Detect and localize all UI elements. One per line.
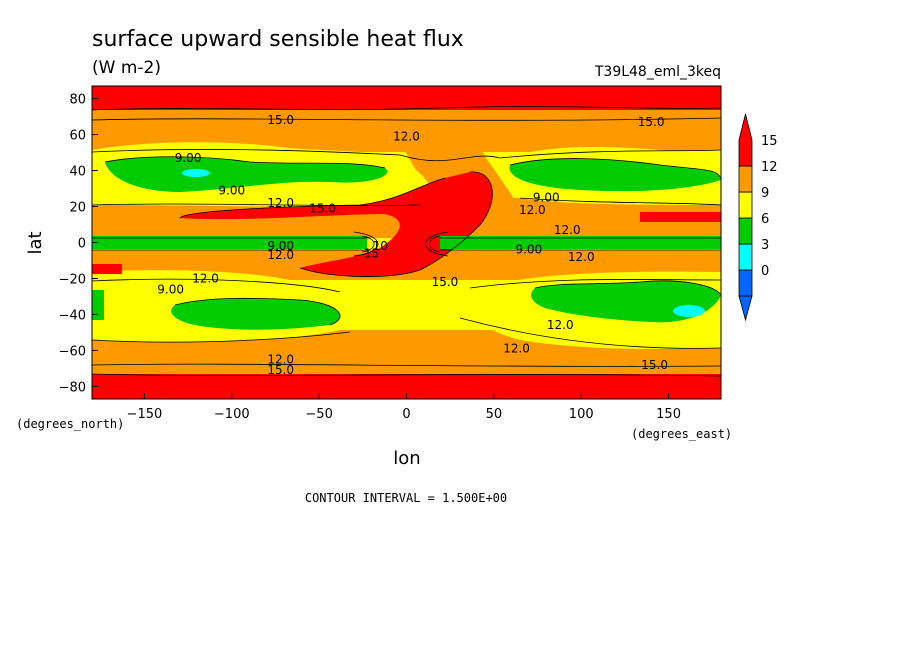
contour-interval-note: CONTOUR INTERVAL = 1.500E+00 xyxy=(305,491,507,505)
y-tick-label: −40 xyxy=(59,308,86,323)
contour-lines xyxy=(92,106,721,377)
contour-label: 9.00 xyxy=(157,282,184,296)
y-axis-units: (degrees_north) xyxy=(16,417,124,431)
contour-label: 15.0 xyxy=(309,201,336,215)
chart-title: surface upward sensible heat flux xyxy=(92,27,464,52)
y-tick-label: 20 xyxy=(69,201,86,216)
chart-units: (W m-2) xyxy=(92,58,161,78)
contour-label: 12.0 xyxy=(192,271,219,285)
y-tick-label: 80 xyxy=(69,93,86,108)
colorbar-tick-label: 3 xyxy=(761,238,769,253)
y-tick-label: 40 xyxy=(69,165,86,180)
green-patches xyxy=(92,156,721,330)
x-tick-label: 150 xyxy=(656,407,681,422)
x-axis-units: (degrees_east) xyxy=(631,427,732,441)
contour-label: 9.00 xyxy=(175,151,202,165)
contour-label: 15 xyxy=(364,246,379,260)
x-axis-title: lon xyxy=(393,448,420,469)
y-axis-title: lat xyxy=(25,231,46,254)
contour-label: 12.0 xyxy=(267,352,294,366)
colorbar-segment xyxy=(738,165,753,193)
contour-label: 12.0 xyxy=(547,318,574,332)
contour-label: 9.00 xyxy=(515,243,542,257)
colorbar-tick-label: 9 xyxy=(761,186,769,201)
contour-label: 15.0 xyxy=(641,358,668,372)
y-tick-label: −20 xyxy=(59,272,86,287)
colorbar: 15 12 9 6 3 0 xyxy=(738,113,778,322)
y-tick-label: 60 xyxy=(69,129,86,144)
colorbar-tick-label: 0 xyxy=(761,264,769,279)
colorbar-lower-arrow xyxy=(738,295,753,322)
x-tick-label: 100 xyxy=(569,407,594,422)
colorbar-segment xyxy=(738,217,753,245)
run-label: T39L48_eml_3keq xyxy=(594,64,721,80)
contour-label: 15.0 xyxy=(638,115,665,129)
colorbar-tick-label: 6 xyxy=(761,212,769,227)
colorbar-tick-label: 15 xyxy=(761,134,778,149)
contour-label: 9.00 xyxy=(533,191,560,205)
x-tick-label: 0 xyxy=(402,407,410,422)
contour-label: 12.0 xyxy=(519,203,546,217)
cyan-patches xyxy=(182,169,705,317)
contour-label: 12.0 xyxy=(393,129,420,143)
contour-label: 12.0 xyxy=(568,250,595,264)
contour-label: 15.0 xyxy=(267,113,294,127)
contour-label: 10 xyxy=(373,239,388,253)
contour-label: 12.0 xyxy=(503,342,530,356)
band-red xyxy=(92,86,721,399)
colorbar-upper-arrow xyxy=(738,113,753,167)
x-tick-label: −100 xyxy=(214,407,250,422)
contour-label: 12.0 xyxy=(554,223,581,237)
x-tick-label: 50 xyxy=(486,407,503,422)
y-axis: 80 60 40 20 0 −20 −40 −60 −80 xyxy=(59,93,98,395)
colorbar-tick-label: 12 xyxy=(761,160,778,175)
contour-label: 12.0 xyxy=(267,196,294,210)
contour-label: 9.00 xyxy=(267,239,294,253)
contour-label: 12.0 xyxy=(267,248,294,262)
colorbar-segment xyxy=(738,269,753,297)
contour-label: 15.0 xyxy=(267,363,294,377)
x-tick-label: −50 xyxy=(305,407,332,422)
x-tick-label: −150 xyxy=(127,407,163,422)
y-tick-label: −60 xyxy=(59,344,86,359)
colorbar-segment xyxy=(738,243,753,271)
contour-label: 15.0 xyxy=(432,275,459,289)
y-tick-label: 0 xyxy=(78,237,86,252)
y-tick-label: −80 xyxy=(59,380,86,395)
x-axis: −150 −100 −50 0 50 100 150 xyxy=(127,393,681,422)
contour-label: 9.00 xyxy=(218,183,245,197)
colorbar-segment xyxy=(738,191,753,219)
